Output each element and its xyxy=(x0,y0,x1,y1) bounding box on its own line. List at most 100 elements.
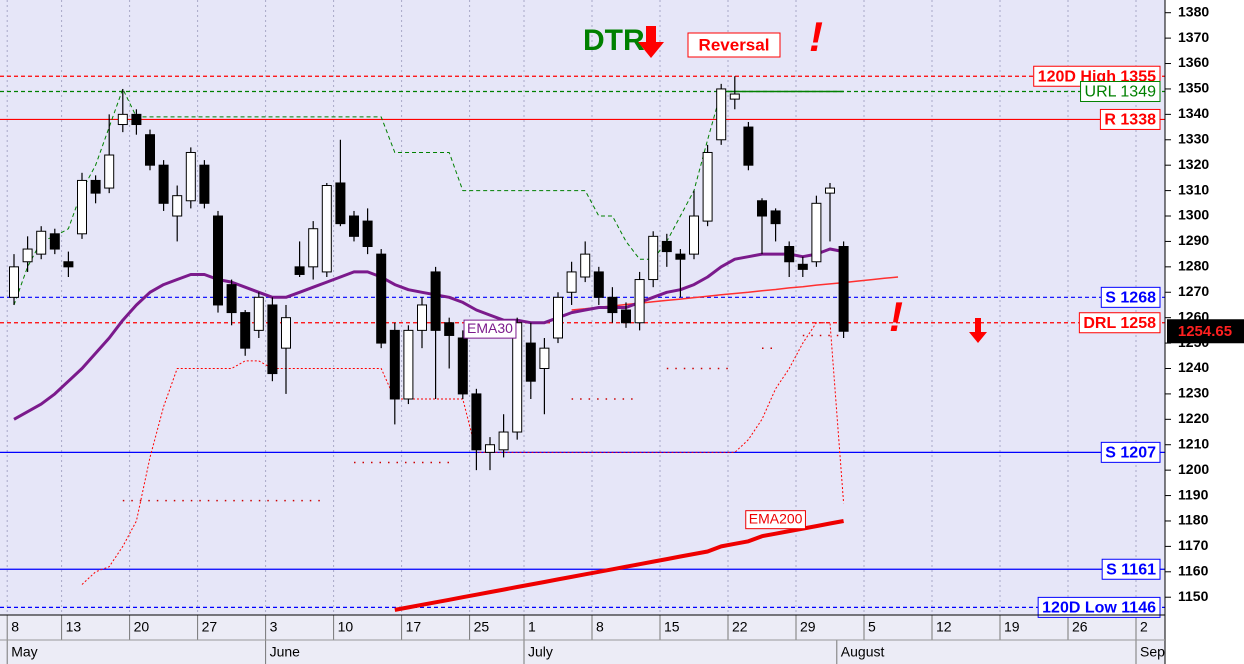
candle-body xyxy=(9,266,19,298)
candle-body xyxy=(90,179,101,194)
levels xyxy=(0,75,1165,608)
candle-body xyxy=(145,134,155,166)
candle-body xyxy=(77,179,87,235)
month-label: June xyxy=(270,644,301,660)
candle-body xyxy=(199,164,210,204)
level-label-box xyxy=(1080,80,1161,102)
candle-body xyxy=(457,337,468,395)
y-tick-label: 1370 xyxy=(1178,29,1209,45)
y-tick-label: 1280 xyxy=(1178,258,1209,274)
candle-body xyxy=(729,93,740,100)
candle-body xyxy=(172,195,183,217)
x-tick-label: 8 xyxy=(596,619,604,635)
candle-body xyxy=(185,151,196,202)
candles xyxy=(9,76,849,471)
level-label-box xyxy=(1099,108,1161,130)
y-tick-label: 1350 xyxy=(1178,80,1209,96)
candle-body xyxy=(321,185,332,273)
candle-body xyxy=(389,329,400,400)
y-tick-label: 1290 xyxy=(1178,232,1209,248)
y-tick-label: 1180 xyxy=(1178,512,1209,528)
level-label: S 1161 xyxy=(1106,561,1156,578)
candle-body xyxy=(376,253,387,344)
candle-body xyxy=(661,240,672,253)
overlay-line xyxy=(394,519,844,612)
candle-body xyxy=(267,304,278,375)
labels: 1150116011701180119012001210122012301240… xyxy=(6,3,1244,664)
candle-body xyxy=(580,253,591,278)
y-tick-label: 1380 xyxy=(1178,3,1209,19)
x-tick-label: 15 xyxy=(664,619,680,635)
x-tick-label: 19 xyxy=(1004,619,1020,635)
x-tick-label: 3 xyxy=(270,619,278,635)
x-tick-label: 1 xyxy=(528,619,536,635)
overlay-line xyxy=(13,247,844,421)
level-label-box xyxy=(1101,558,1161,580)
y-tick-label: 1320 xyxy=(1178,156,1209,172)
candle-body xyxy=(689,215,699,255)
candle-body xyxy=(607,296,618,314)
line-label: EMA200 xyxy=(749,510,803,526)
level-label: DRL 1258 xyxy=(1083,315,1156,332)
candle-body xyxy=(634,279,645,324)
y-tick-label: 1240 xyxy=(1178,359,1209,375)
candle-body xyxy=(430,271,441,331)
candle-body xyxy=(675,253,686,260)
x-tick-label: 25 xyxy=(474,619,490,635)
last-price-box xyxy=(1167,319,1244,344)
level-label-box xyxy=(1078,312,1161,334)
month-label: July xyxy=(528,644,553,660)
candle-body xyxy=(226,284,237,314)
x-tick-label: 5 xyxy=(868,619,876,635)
x-tick-label: 10 xyxy=(338,619,354,635)
candle-body xyxy=(797,263,808,270)
candle-body xyxy=(471,393,482,451)
candle-body xyxy=(539,347,550,369)
y-tick-label: 1150 xyxy=(1178,588,1209,604)
y-tick-label: 1270 xyxy=(1178,283,1209,299)
candle-body xyxy=(621,309,631,324)
candle-body xyxy=(593,271,604,298)
candle-body xyxy=(417,304,427,331)
candle-body xyxy=(512,322,523,433)
x-tick-label: 17 xyxy=(406,619,422,635)
x-tick-label: 12 xyxy=(936,619,952,635)
candle-body xyxy=(49,233,60,250)
candle-body xyxy=(253,296,264,331)
dtr-annotation: DTR xyxy=(583,24,645,57)
y-tick-label: 1310 xyxy=(1178,181,1209,197)
candle-body xyxy=(444,322,455,336)
candle-body xyxy=(36,230,47,255)
level-label-box xyxy=(1037,596,1161,618)
x-tick-label: 13 xyxy=(66,619,82,635)
candle-body xyxy=(117,113,128,126)
candle-body xyxy=(566,271,577,293)
candle-body xyxy=(158,164,169,204)
candle-body xyxy=(281,317,291,349)
line-label-box xyxy=(745,510,806,530)
overlay-line xyxy=(122,334,844,502)
candle-body xyxy=(716,88,727,141)
candle-body xyxy=(525,342,536,382)
candle-body xyxy=(743,126,754,166)
down-arrow xyxy=(969,318,987,343)
candle-body xyxy=(335,182,346,225)
candle-body xyxy=(757,200,767,217)
candle-body xyxy=(702,151,713,222)
candle-body xyxy=(362,220,373,248)
level-label: S 1207 xyxy=(1105,445,1156,462)
candle-body xyxy=(784,246,795,263)
x-tick-label: 8 xyxy=(11,619,19,635)
line-label-box xyxy=(463,319,517,339)
exclamation-mark: ! xyxy=(889,293,903,340)
month-label: August xyxy=(841,644,885,660)
level-label: R 1338 xyxy=(1104,112,1156,129)
y-tick-label: 1230 xyxy=(1178,385,1209,401)
exclamation-mark: ! xyxy=(809,13,823,60)
candle-body xyxy=(485,444,495,453)
candle-body xyxy=(294,266,305,275)
y-tick-label: 1220 xyxy=(1178,410,1209,426)
candle-body xyxy=(240,312,251,349)
level-label: URL 1349 xyxy=(1085,84,1157,101)
